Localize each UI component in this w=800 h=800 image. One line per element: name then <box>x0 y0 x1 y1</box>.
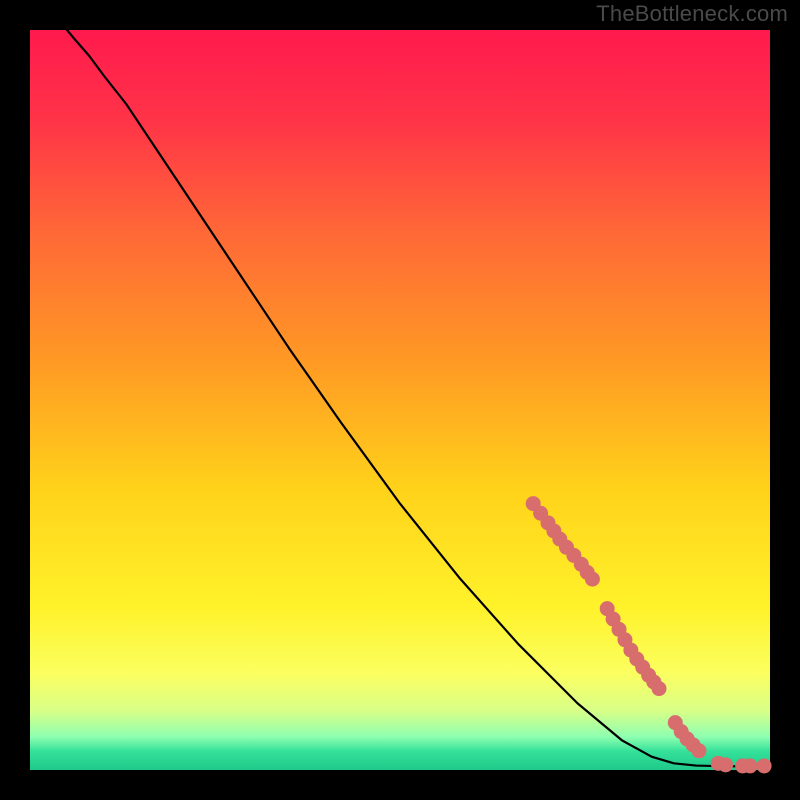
chart-svg <box>0 0 800 800</box>
data-marker <box>652 681 667 696</box>
plot-background <box>30 30 770 770</box>
data-marker <box>743 758 758 773</box>
watermark-text: TheBottleneck.com <box>596 1 788 27</box>
data-marker <box>757 758 772 773</box>
data-marker <box>585 572 600 587</box>
data-marker <box>718 757 733 772</box>
chart-container: TheBottleneck.com <box>0 0 800 800</box>
data-marker <box>691 743 706 758</box>
